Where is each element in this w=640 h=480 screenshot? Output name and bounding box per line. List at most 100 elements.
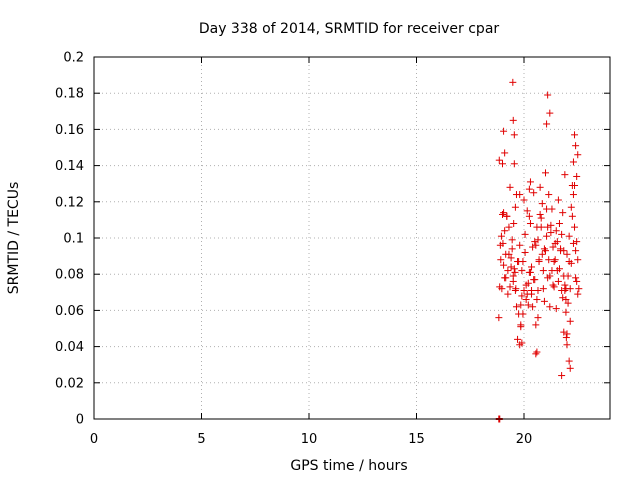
y-axis-label: SRMTID / TECUs (6, 182, 22, 295)
data-point (514, 258, 522, 266)
data-point (523, 207, 531, 215)
y-tick-label: 0.2 (63, 51, 84, 66)
data-point (568, 212, 576, 220)
data-point (558, 230, 566, 238)
y-tick-label: 0.16 (55, 123, 84, 138)
data-point (551, 256, 559, 264)
data-point (523, 290, 531, 298)
data-point (539, 267, 547, 275)
data-point (542, 247, 549, 255)
data-point (554, 277, 562, 285)
data-point (516, 341, 524, 349)
data-point (501, 227, 509, 235)
data-point (533, 296, 541, 304)
data-point (511, 268, 519, 276)
data-point (507, 263, 515, 271)
data-point (546, 303, 554, 311)
x-tick-label: 5 (197, 432, 205, 447)
data-point (534, 286, 542, 294)
data-point (507, 254, 515, 262)
data-point (566, 317, 574, 325)
data-point (571, 131, 579, 139)
data-point (545, 256, 553, 264)
data-point (495, 314, 503, 322)
data-point (566, 364, 574, 372)
data-point (526, 220, 534, 228)
data-point (534, 314, 542, 322)
data-point (572, 247, 580, 255)
data-point (574, 290, 582, 298)
data-point (574, 256, 582, 264)
plot-frame (93, 56, 611, 420)
data-point (560, 328, 568, 336)
x-tick-label: 15 (408, 432, 425, 447)
data-point (533, 223, 541, 231)
data-point (525, 185, 533, 193)
data-point (497, 232, 505, 240)
data-point (495, 156, 503, 164)
data-point (499, 160, 506, 168)
data-point (500, 127, 508, 135)
data-point (504, 290, 512, 298)
data-point (524, 301, 532, 309)
data-point (573, 172, 581, 180)
data-point (499, 210, 506, 218)
data-point (509, 116, 517, 124)
data-point (540, 245, 548, 253)
data-point (526, 178, 534, 186)
data-point (535, 256, 543, 264)
data-point (520, 196, 528, 204)
data-point (572, 142, 580, 150)
data-point (575, 285, 583, 293)
data-point (569, 158, 577, 166)
data-point (540, 297, 548, 305)
data-points (495, 78, 583, 423)
data-point (530, 276, 538, 284)
data-point (532, 241, 540, 249)
data-point (502, 250, 510, 258)
data-point (551, 239, 559, 247)
y-tick-label: 0.08 (55, 268, 84, 283)
data-point (528, 286, 536, 294)
data-point (542, 169, 549, 177)
data-point (508, 236, 516, 244)
y-tick-label: 0.06 (55, 304, 84, 319)
data-point (520, 286, 528, 294)
data-point (530, 189, 538, 197)
data-point (510, 131, 518, 139)
data-point (562, 285, 570, 293)
data-point (562, 334, 570, 342)
y-tick-label: 0 (76, 413, 84, 428)
data-point (546, 109, 554, 117)
data-point (565, 232, 573, 240)
data-point (521, 248, 529, 256)
data-point (552, 227, 560, 235)
data-point (539, 285, 547, 293)
data-point (536, 210, 544, 218)
data-point (516, 241, 524, 249)
data-point (557, 247, 565, 255)
data-point (569, 239, 577, 247)
data-point (562, 296, 570, 304)
data-point (498, 285, 506, 293)
data-point (564, 299, 572, 307)
data-point (501, 274, 509, 282)
data-point (567, 259, 575, 267)
grid-lines (94, 57, 610, 419)
y-tick-label: 0.14 (55, 159, 84, 174)
data-point (561, 286, 569, 294)
data-point (532, 350, 540, 358)
axis-ticks: 0 0.02 0.04 0.06 0.08 0.1 0.12 0.14 0.16 0.18 0.2 0… (55, 51, 610, 447)
data-point (543, 120, 551, 128)
data-point (526, 268, 534, 276)
data-point (510, 265, 518, 273)
data-point (500, 261, 508, 269)
data-point (565, 357, 573, 365)
data-point (517, 323, 525, 331)
data-point (547, 229, 555, 237)
y-tick-label: 0.02 (55, 376, 84, 391)
data-point (534, 236, 542, 244)
data-point (550, 283, 558, 291)
data-point (512, 285, 520, 293)
